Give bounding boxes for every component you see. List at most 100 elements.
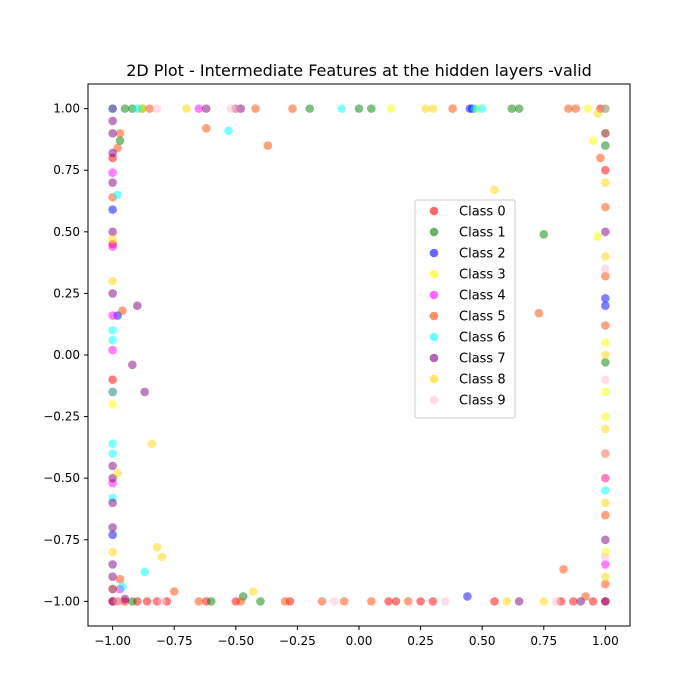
legend-marker: [429, 248, 439, 258]
data-point: [539, 229, 549, 239]
legend-marker: [429, 269, 439, 279]
legend-label: Class 8: [459, 373, 506, 388]
data-point: [169, 587, 179, 596]
y-tick-label: −0.75: [43, 533, 80, 547]
y-tick-label: 0.50: [53, 225, 80, 239]
data-point: [601, 412, 610, 421]
legend-label: Class 7: [459, 352, 506, 367]
data-point: [256, 597, 265, 606]
data-point: [354, 104, 364, 113]
data-point: [142, 597, 152, 606]
data-point: [601, 560, 610, 569]
x-tick-label: 0.75: [530, 634, 557, 648]
x-tick-label: 0.25: [407, 634, 434, 648]
series-7: [108, 104, 610, 606]
data-point: [593, 232, 603, 242]
data-point: [601, 572, 610, 582]
data-point: [367, 104, 376, 113]
data-point: [601, 424, 610, 434]
legend-label: Class 9: [459, 394, 506, 409]
data-point: [108, 116, 117, 126]
data-point: [288, 104, 297, 113]
data-point: [132, 104, 142, 113]
data-point: [108, 461, 117, 471]
data-point: [601, 294, 610, 303]
data-point: [551, 597, 561, 606]
data-point: [157, 597, 167, 606]
legend-marker: [429, 374, 439, 384]
data-point: [588, 597, 598, 606]
data-point: [145, 104, 154, 113]
y-tick-label: 0.00: [53, 348, 80, 362]
data-point: [601, 338, 610, 347]
data-point: [108, 205, 117, 214]
y-tick-label: 1.00: [53, 102, 80, 116]
legend-label: Class 5: [459, 310, 506, 325]
data-point: [120, 104, 130, 113]
legend-box: [414, 199, 516, 419]
data-point: [128, 360, 137, 370]
data-point: [571, 104, 581, 113]
legend-label: Class 2: [459, 247, 506, 262]
x-axis: −1.00 −0.75 −0.50 −0.25 0.00 0.25 0.50 0.75 1.00: [94, 626, 619, 648]
data-point: [108, 148, 117, 158]
data-point: [118, 306, 127, 315]
x-tick-label: 0.00: [346, 634, 373, 648]
data-point: [601, 486, 610, 495]
data-point: [251, 104, 260, 113]
data-point: [339, 597, 349, 606]
data-point: [248, 587, 258, 596]
data-point: [115, 574, 125, 584]
data-point: [108, 449, 117, 458]
plot-area-frame: [87, 83, 631, 627]
data-point: [206, 597, 216, 606]
data-point: [601, 301, 610, 311]
data-point: [534, 308, 544, 318]
data-point: [113, 190, 122, 200]
data-point: [588, 136, 598, 145]
legend-label: Class 1: [459, 226, 506, 241]
x-tick-label: −1.00: [94, 634, 131, 648]
data-point: [108, 276, 117, 286]
data-point: [601, 141, 610, 150]
data-point: [576, 597, 586, 606]
data-point: [108, 168, 117, 177]
data-point: [384, 597, 393, 606]
data-point: [367, 597, 376, 606]
x-tick-label: 1.00: [592, 634, 619, 648]
data-point: [108, 572, 117, 582]
data-point: [428, 597, 438, 606]
series-9: [113, 104, 610, 606]
series-8: [108, 104, 610, 606]
data-point: [440, 597, 450, 606]
data-point: [147, 439, 157, 448]
data-point: [194, 597, 204, 606]
x-tick-label: −0.75: [156, 634, 193, 648]
legend-marker: [429, 311, 439, 321]
data-point: [157, 552, 167, 562]
data-point: [601, 387, 610, 397]
data-point: [583, 104, 593, 113]
data-point: [463, 592, 472, 601]
data-point: [113, 597, 122, 606]
data-point: [569, 597, 578, 606]
data-point: [231, 104, 241, 113]
data-point: [108, 289, 117, 298]
data-point: [108, 242, 117, 251]
legend-label: Class 6: [459, 331, 506, 346]
chart-title: 2D Plot - Intermediate Features at the h…: [126, 61, 592, 80]
data-point: [108, 547, 117, 557]
data-point: [470, 104, 480, 113]
data-point: [601, 449, 610, 458]
data-point: [108, 128, 117, 138]
data-point: [596, 153, 605, 163]
data-point: [416, 597, 425, 606]
data-point: [120, 594, 130, 604]
x-tick-label: 0.50: [469, 634, 496, 648]
data-point: [152, 104, 162, 113]
data-point: [108, 104, 117, 113]
data-point: [128, 597, 137, 606]
data-point: [601, 473, 610, 483]
data-point: [236, 597, 246, 606]
